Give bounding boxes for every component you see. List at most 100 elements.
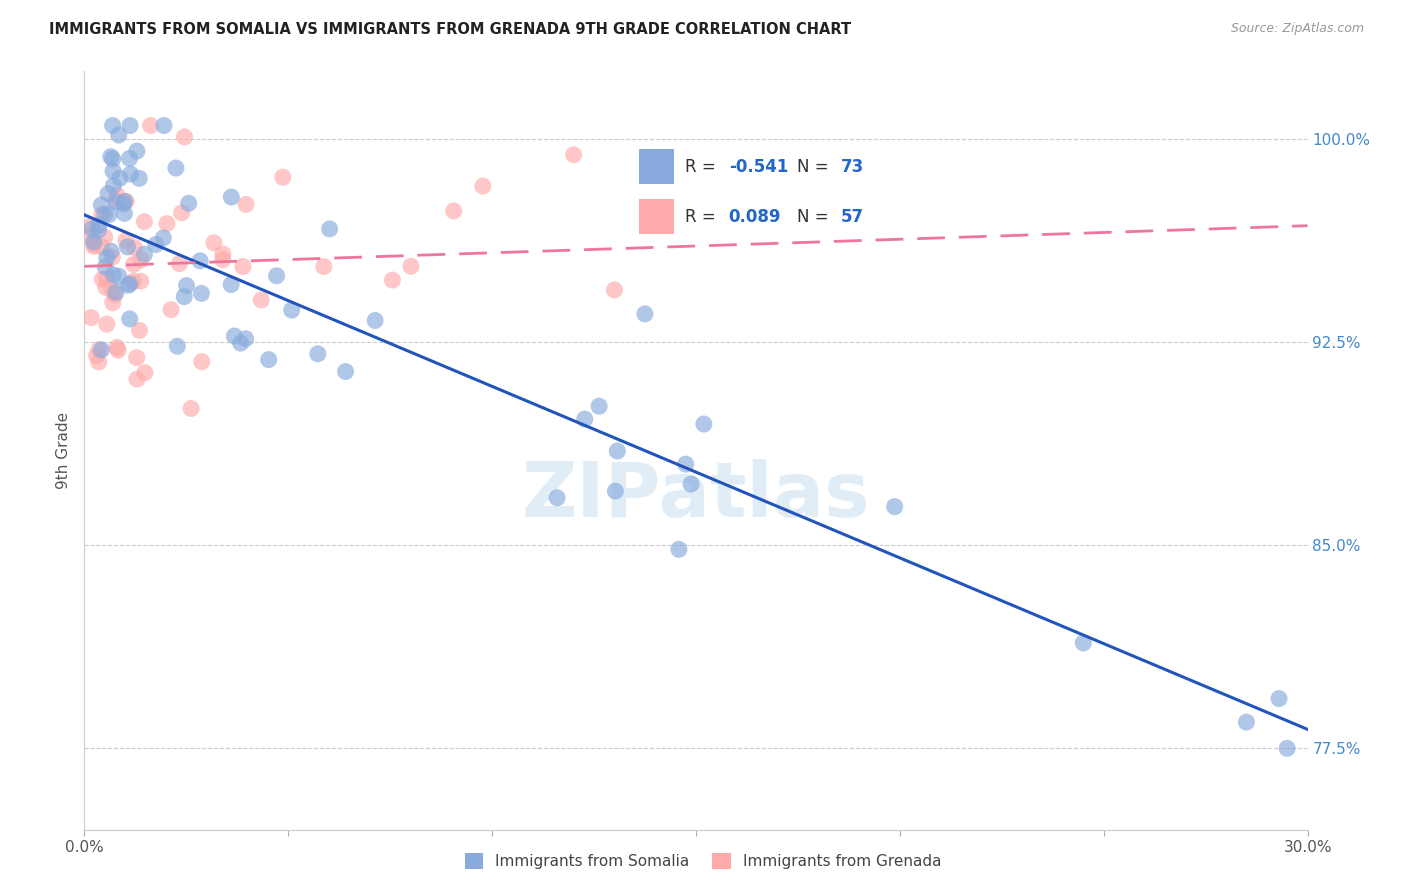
Point xyxy=(219,277,242,292)
Point xyxy=(114,206,136,220)
Point xyxy=(156,217,179,231)
Point xyxy=(364,313,387,327)
Point xyxy=(101,152,124,166)
Point xyxy=(125,144,148,158)
Point xyxy=(603,283,626,297)
Point xyxy=(280,303,302,318)
Point xyxy=(90,198,112,212)
Point xyxy=(107,269,129,284)
Point xyxy=(312,260,335,274)
Point xyxy=(101,295,124,310)
Point xyxy=(122,274,145,288)
Point xyxy=(103,268,125,282)
Point xyxy=(120,167,142,181)
Text: Source: ZipAtlas.com: Source: ZipAtlas.com xyxy=(1230,22,1364,36)
Point xyxy=(115,194,138,209)
Point xyxy=(128,323,150,337)
Point xyxy=(105,340,128,354)
Point xyxy=(101,119,124,133)
Point xyxy=(1236,715,1258,730)
Point xyxy=(169,256,191,270)
Point xyxy=(129,274,152,288)
Text: N =: N = xyxy=(797,208,834,226)
Point xyxy=(134,214,156,228)
Point xyxy=(80,219,103,233)
Text: 73: 73 xyxy=(841,158,863,176)
Point xyxy=(129,252,152,267)
Point xyxy=(335,364,357,378)
Point xyxy=(235,332,257,346)
Point xyxy=(134,247,156,261)
Point xyxy=(212,247,235,261)
Point xyxy=(307,347,329,361)
Point xyxy=(605,484,627,499)
Point xyxy=(443,204,465,219)
Point xyxy=(165,161,187,175)
Point xyxy=(114,233,136,247)
Point xyxy=(100,150,122,164)
Point xyxy=(232,260,254,274)
Point xyxy=(125,351,148,365)
Point xyxy=(562,147,585,161)
Point xyxy=(1073,636,1095,650)
Point xyxy=(101,164,124,178)
Point xyxy=(94,280,117,294)
Point xyxy=(606,444,628,458)
Text: R =: R = xyxy=(685,158,721,176)
Point xyxy=(104,194,127,208)
Point xyxy=(86,349,108,363)
Point xyxy=(188,253,211,268)
Text: N =: N = xyxy=(797,158,834,176)
Point xyxy=(235,197,257,211)
Point xyxy=(101,250,124,264)
Point xyxy=(211,252,233,267)
Point xyxy=(574,412,596,426)
Point xyxy=(93,230,115,244)
Point xyxy=(94,207,117,221)
Point xyxy=(117,278,139,293)
Point xyxy=(87,218,110,232)
Point xyxy=(229,336,252,351)
Point xyxy=(100,244,122,259)
Point xyxy=(1268,691,1291,706)
Point xyxy=(94,260,117,274)
Point xyxy=(104,287,127,301)
Y-axis label: 9th Grade: 9th Grade xyxy=(56,412,72,489)
Point xyxy=(170,206,193,220)
Text: R =: R = xyxy=(685,208,721,226)
Point xyxy=(91,240,114,254)
Point xyxy=(91,208,114,222)
Point xyxy=(145,237,167,252)
Point xyxy=(546,491,568,505)
Point xyxy=(98,208,121,222)
Point xyxy=(105,195,128,210)
Point xyxy=(83,237,105,252)
Text: IMMIGRANTS FROM SOMALIA VS IMMIGRANTS FROM GRENADA 9TH GRADE CORRELATION CHART: IMMIGRANTS FROM SOMALIA VS IMMIGRANTS FR… xyxy=(49,22,852,37)
Point xyxy=(1277,741,1299,756)
Point xyxy=(118,277,141,291)
Point xyxy=(675,457,697,471)
Text: -0.541: -0.541 xyxy=(728,158,789,176)
Point xyxy=(139,119,162,133)
Point xyxy=(153,119,176,133)
Point xyxy=(679,477,702,491)
Point xyxy=(118,119,141,133)
Point xyxy=(80,310,103,325)
Point xyxy=(101,283,124,297)
Point xyxy=(176,278,198,293)
Point xyxy=(118,152,141,166)
Point xyxy=(128,171,150,186)
Point xyxy=(87,223,110,237)
Point xyxy=(134,366,156,380)
Point xyxy=(634,307,657,321)
Point xyxy=(173,129,195,144)
Point xyxy=(114,194,136,209)
Point xyxy=(173,290,195,304)
Point xyxy=(271,170,294,185)
Text: 0.089: 0.089 xyxy=(728,208,782,226)
Point xyxy=(96,251,118,265)
Point xyxy=(399,260,422,274)
Point xyxy=(180,401,202,416)
Point xyxy=(160,302,183,317)
Point xyxy=(190,354,212,368)
